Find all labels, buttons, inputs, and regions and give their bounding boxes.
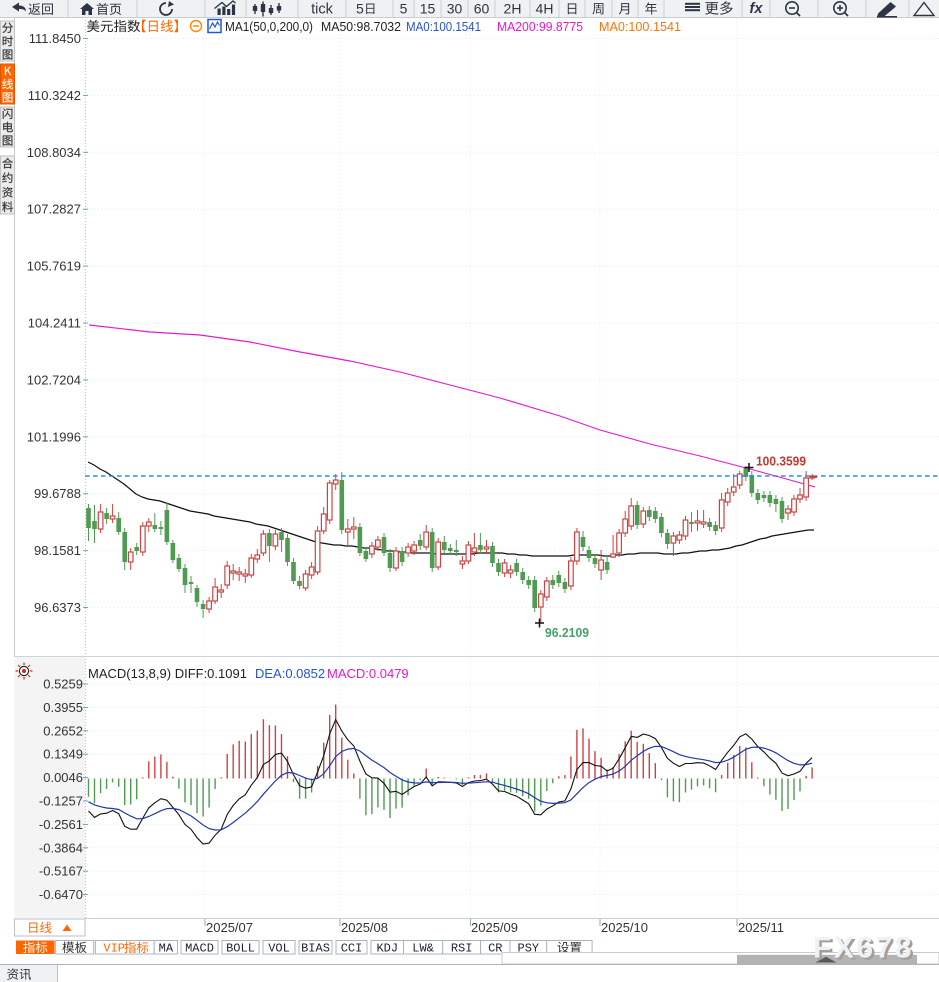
svg-text:2H: 2H xyxy=(504,1,522,17)
svg-text:MA0:100.1541: MA0:100.1541 xyxy=(599,19,681,34)
svg-text:VOL: VOL xyxy=(268,942,290,956)
svg-text:-0.3864: -0.3864 xyxy=(39,840,83,855)
svg-text:101.1996: 101.1996 xyxy=(27,429,81,444)
svg-text:0.1349: 0.1349 xyxy=(43,747,83,762)
svg-text:107.2827: 107.2827 xyxy=(27,202,81,217)
svg-text:2025/11: 2025/11 xyxy=(738,920,784,935)
svg-text:tick: tick xyxy=(311,2,334,18)
svg-text:CR: CR xyxy=(488,942,502,956)
svg-text:MACD(13,8,9) DIFF:0.1091: MACD(13,8,9) DIFF:0.1091 xyxy=(88,666,247,681)
svg-text:2025/08: 2025/08 xyxy=(341,920,388,935)
svg-text:60: 60 xyxy=(474,1,490,17)
svg-text:MA0:100.1541: MA0:100.1541 xyxy=(406,19,481,34)
svg-text:LW&: LW& xyxy=(412,942,434,956)
svg-text:-0.6470: -0.6470 xyxy=(39,887,83,902)
svg-text:2025/07: 2025/07 xyxy=(206,920,253,935)
svg-text:0.2652: 0.2652 xyxy=(43,723,83,738)
svg-text:2025/09: 2025/09 xyxy=(471,920,518,935)
svg-text:MACD:0.0479: MACD:0.0479 xyxy=(327,666,409,681)
svg-text:110.3242: 110.3242 xyxy=(28,88,81,103)
svg-text:4H: 4H xyxy=(536,1,554,17)
svg-text:111.8450: 111.8450 xyxy=(29,31,81,46)
svg-text:RSI: RSI xyxy=(451,942,473,956)
svg-text:BOLL: BOLL xyxy=(226,942,255,956)
svg-text:100.3599: 100.3599 xyxy=(756,454,806,469)
svg-text:0.0046: 0.0046 xyxy=(43,770,83,785)
svg-text:FX678: FX678 xyxy=(813,932,914,965)
svg-text:-0.1257: -0.1257 xyxy=(39,794,83,809)
svg-text:98.1581: 98.1581 xyxy=(34,543,81,558)
svg-text:MA50:98.7032: MA50:98.7032 xyxy=(321,19,401,34)
svg-text:MA1(50,0,200,0): MA1(50,0,200,0) xyxy=(225,19,313,34)
svg-text:KDJ: KDJ xyxy=(376,942,398,956)
svg-text:BIAS: BIAS xyxy=(301,942,330,956)
svg-text:15: 15 xyxy=(420,1,436,17)
svg-text:VIP: VIP xyxy=(103,942,125,956)
svg-text:99.6788: 99.6788 xyxy=(34,486,81,501)
svg-text:-0.5167: -0.5167 xyxy=(39,864,83,879)
svg-text:5: 5 xyxy=(356,1,364,17)
svg-text:FX678: FX678 xyxy=(816,934,917,967)
svg-text:DEA:0.0852: DEA:0.0852 xyxy=(255,666,325,681)
svg-text:108.8034: 108.8034 xyxy=(27,145,81,160)
svg-text:96.6373: 96.6373 xyxy=(34,600,81,615)
svg-text:2025/10: 2025/10 xyxy=(601,920,648,935)
svg-text:104.2411: 104.2411 xyxy=(28,316,81,331)
svg-text:-0.2561: -0.2561 xyxy=(39,817,83,832)
svg-text:fx: fx xyxy=(750,1,764,17)
svg-text:30: 30 xyxy=(447,1,463,17)
svg-text:5: 5 xyxy=(400,1,408,17)
svg-text:96.2109: 96.2109 xyxy=(545,625,589,640)
svg-text:CCI: CCI xyxy=(341,942,363,956)
svg-text:MACD: MACD xyxy=(185,942,214,956)
svg-text:105.7619: 105.7619 xyxy=(27,259,81,274)
svg-text:0.3955: 0.3955 xyxy=(43,700,83,715)
svg-text:MA: MA xyxy=(159,942,174,956)
svg-text:0.5259: 0.5259 xyxy=(43,677,83,692)
svg-text:MA200:99.8775: MA200:99.8775 xyxy=(497,19,583,34)
svg-text:102.7204: 102.7204 xyxy=(27,372,81,387)
